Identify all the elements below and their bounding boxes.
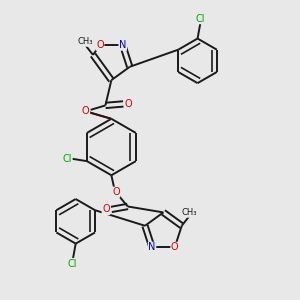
Text: CH₃: CH₃ bbox=[78, 37, 93, 46]
Text: O: O bbox=[112, 187, 120, 197]
Text: O: O bbox=[102, 204, 110, 214]
Text: O: O bbox=[82, 106, 90, 116]
Text: CH₃: CH₃ bbox=[182, 208, 197, 217]
Text: Cl: Cl bbox=[68, 259, 77, 269]
Text: Cl: Cl bbox=[62, 154, 72, 164]
Text: O: O bbox=[171, 242, 178, 252]
Text: O: O bbox=[125, 99, 132, 109]
Text: O: O bbox=[96, 40, 104, 50]
Text: N: N bbox=[119, 40, 126, 50]
Text: N: N bbox=[148, 242, 156, 252]
Text: Cl: Cl bbox=[196, 14, 205, 24]
